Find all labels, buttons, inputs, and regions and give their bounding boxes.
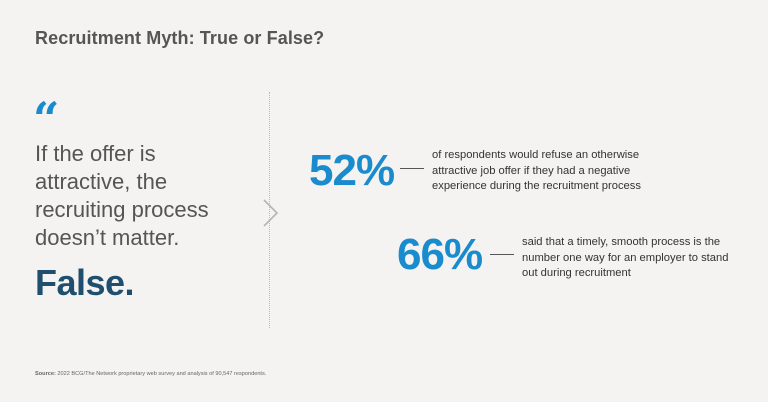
stat-value: 52%: [309, 146, 395, 195]
stat-value: 66%: [397, 230, 483, 279]
quote-mark-icon: “: [33, 92, 60, 146]
source-note: Source: 2022 BCG/The Network proprietary…: [35, 371, 266, 377]
vertical-divider: [269, 92, 270, 328]
source-label: Source:: [35, 371, 56, 377]
stat-description: of respondents would refuse an otherwise…: [432, 149, 641, 192]
myth-statement: If the offer is attractive, the recruiti…: [35, 141, 209, 250]
chevron-right-icon: [263, 199, 279, 227]
stat-description: said that a timely, smooth process is th…: [522, 236, 729, 279]
stat-connector-line: [400, 168, 424, 169]
stat-connector-line: [490, 254, 514, 255]
page-title: Recruitment Myth: True or False?: [35, 28, 325, 48]
source-text: 2022 BCG/The Network proprietary web sur…: [57, 371, 267, 377]
verdict-label: False.: [35, 262, 135, 303]
